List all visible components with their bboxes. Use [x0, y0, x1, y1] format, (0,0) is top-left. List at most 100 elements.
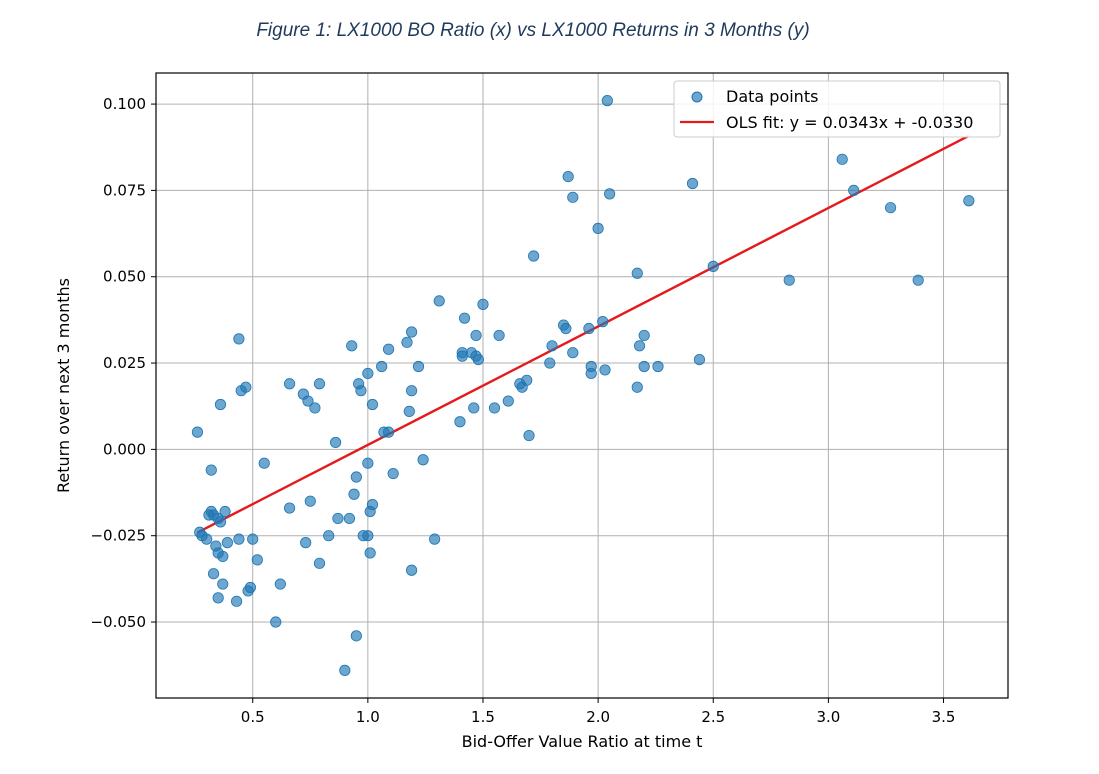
data-point: [233, 533, 245, 545]
data-point: [362, 530, 374, 542]
plot-frame: [155, 72, 1009, 699]
data-point: [567, 191, 579, 203]
y-tick-label: −0.050: [90, 613, 146, 631]
data-point: [346, 340, 358, 352]
x-axis-label: Bid-Offer Value Ratio at time t: [462, 732, 703, 751]
data-point: [521, 374, 533, 386]
legend: Data points OLS fit: y = 0.0343x + -0.03…: [673, 80, 1001, 138]
figure-caption: Figure 1: LX1000 BO Ratio (x) vs LX1000 …: [256, 20, 810, 41]
data-point: [585, 367, 597, 380]
data-point: [283, 502, 296, 514]
data-point: [652, 360, 664, 373]
data-point: [707, 260, 719, 272]
data-point: [382, 343, 395, 355]
data-point: [686, 177, 699, 190]
data-point: [214, 516, 227, 528]
x-tick-label: 0.5: [241, 708, 265, 726]
data-point: [323, 530, 335, 542]
data-point: [201, 533, 213, 545]
data-point: [405, 326, 418, 338]
data-point: [884, 202, 897, 214]
data-point: [214, 398, 227, 411]
x-tick-label: 3.0: [816, 708, 840, 726]
data-point: [244, 581, 257, 594]
data-point: [963, 195, 975, 207]
data-point: [219, 505, 231, 518]
data-point: [546, 340, 558, 352]
data-point: [912, 274, 924, 286]
data-point: [597, 316, 609, 328]
data-point: [488, 402, 501, 414]
data-point: [783, 274, 795, 286]
data-point: [472, 354, 484, 366]
data-point: [560, 322, 572, 335]
y-tick-label: −0.025: [90, 527, 146, 545]
data-point: [693, 354, 706, 366]
data-point: [403, 405, 415, 417]
y-tick-label: 0.025: [103, 354, 146, 372]
data-point: [274, 578, 286, 590]
data-point: [633, 340, 646, 352]
data-point: [313, 557, 326, 569]
x-tick-label: 1.5: [471, 708, 495, 726]
data-point: [468, 402, 480, 414]
ols-fit-line: [196, 134, 970, 534]
data-point: [433, 295, 445, 307]
data-point: [848, 184, 860, 197]
data-point: [592, 222, 604, 234]
data-point: [217, 578, 229, 590]
data-point: [401, 336, 413, 348]
data-point: [604, 188, 616, 200]
data-point: [366, 499, 379, 511]
data-point: [836, 153, 848, 165]
data-point: [528, 250, 540, 262]
data-point: [601, 95, 613, 107]
legend-marker-data-points: [691, 91, 703, 103]
data-point: [233, 333, 245, 345]
data-point: [638, 360, 650, 373]
y-tick-label: 0.050: [103, 268, 146, 286]
data-point: [523, 429, 535, 442]
data-point: [470, 329, 482, 342]
data-point: [477, 298, 489, 310]
data-point: [638, 329, 650, 342]
data-point: [348, 488, 360, 500]
data-point: [300, 537, 312, 549]
x-tick-label: 2.5: [701, 708, 725, 726]
legend-label-ols-fit: OLS fit: y = 0.0343x + -0.0330: [726, 113, 973, 132]
data-point: [332, 512, 344, 525]
data-point: [412, 360, 425, 373]
data-point: [355, 385, 367, 397]
data-point: [309, 402, 321, 414]
data-point: [362, 457, 374, 469]
data-point: [405, 564, 418, 576]
x-tick-label: 2.0: [586, 708, 610, 726]
data-point: [221, 537, 233, 549]
legend-label-data-points: Data points: [726, 87, 818, 106]
data-point: [544, 357, 556, 369]
data-point: [343, 512, 356, 525]
data-point: [247, 533, 259, 545]
data-point: [205, 464, 217, 476]
data-point: [599, 364, 611, 376]
x-tick-label: 3.5: [932, 708, 956, 726]
data-point: [350, 630, 362, 642]
data-point: [429, 533, 441, 545]
data-point: [376, 360, 388, 373]
data-points-layer: [191, 95, 975, 676]
data-point: [217, 550, 229, 563]
data-point: [350, 471, 362, 483]
data-point: [339, 664, 351, 676]
data-point: [207, 568, 220, 580]
y-tick-label: 0.100: [103, 95, 146, 113]
y-tick-label: 0.000: [103, 440, 146, 458]
data-point: [240, 381, 252, 393]
data-point: [493, 329, 505, 342]
data-point: [270, 616, 282, 628]
data-point: [212, 592, 224, 604]
data-point: [458, 312, 471, 324]
ols-fit-layer: [196, 134, 970, 534]
data-point: [302, 395, 314, 407]
y-axis-label: Return over next 3 months: [54, 278, 73, 493]
data-point: [362, 367, 374, 380]
